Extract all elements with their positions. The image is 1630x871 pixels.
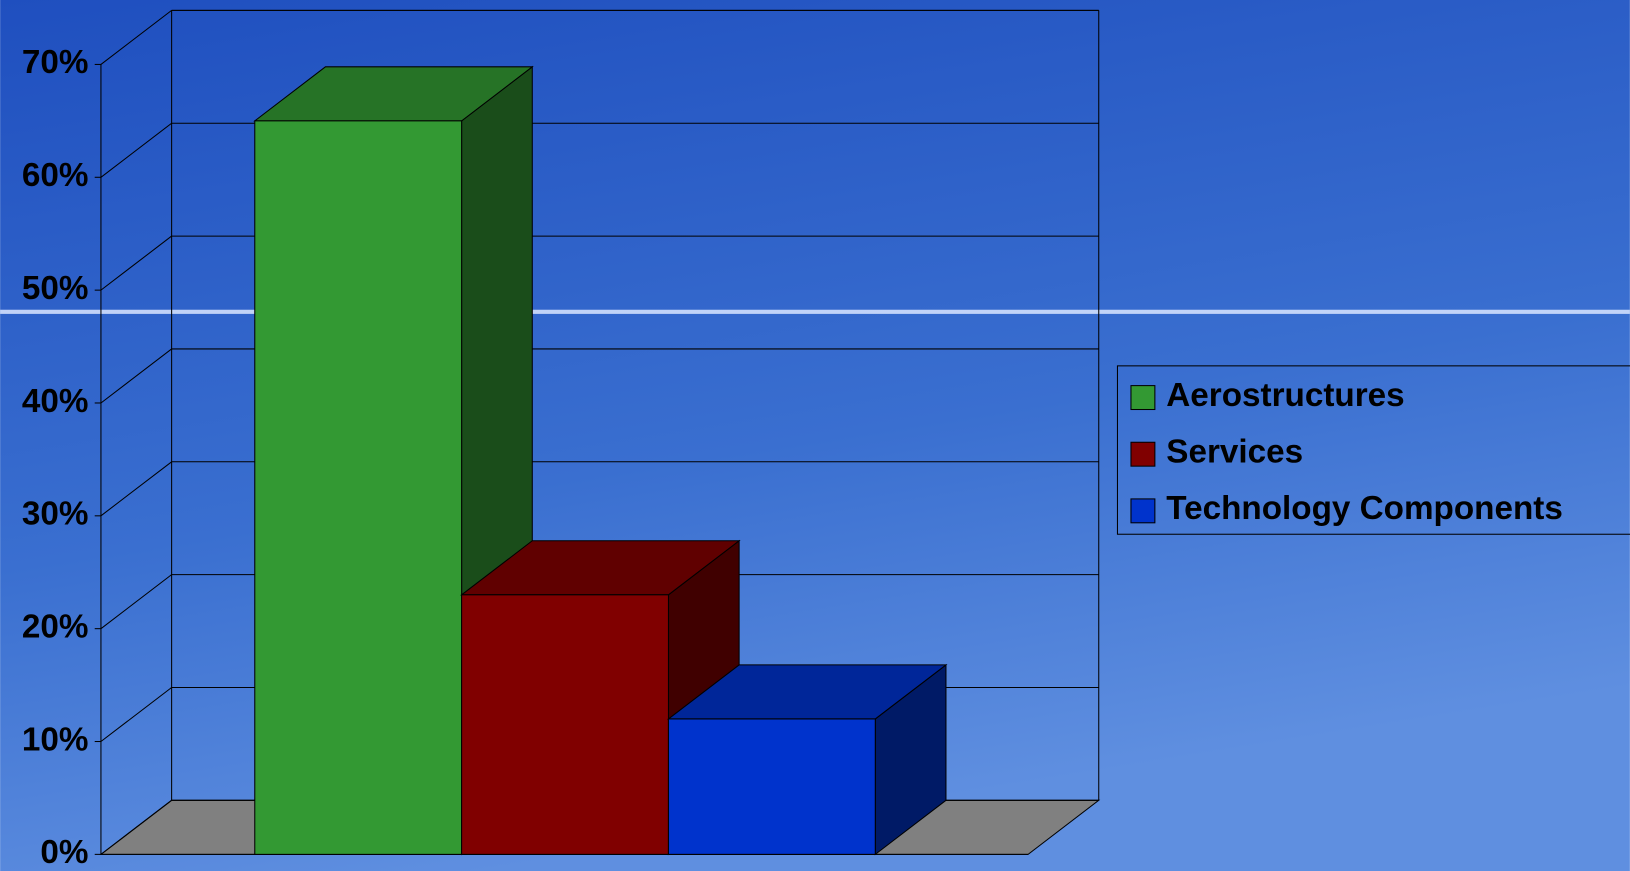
- grid-line: [100, 461, 172, 517]
- grid-line: [100, 122, 172, 178]
- y-tick-label: 0%: [40, 834, 88, 871]
- bar: [667, 718, 876, 855]
- legend-swatch: [1130, 385, 1156, 411]
- legend-label: Services: [1166, 433, 1303, 470]
- grid-line: [100, 574, 172, 630]
- grid-line: [100, 687, 172, 742]
- legend-label: Technology Components: [1166, 490, 1563, 527]
- grid-line: [100, 348, 172, 404]
- legend-swatch: [1130, 441, 1156, 467]
- legend-label: Aerostructures: [1166, 377, 1404, 414]
- y-tick-label: 50%: [22, 270, 89, 307]
- bar: [461, 594, 669, 855]
- decor-line: [0, 309, 1630, 314]
- bar: [254, 120, 463, 855]
- y-tick-label: 40%: [22, 383, 89, 420]
- grid-line: [100, 799, 172, 855]
- y-tick-label: 20%: [22, 608, 89, 645]
- legend-box: [1116, 365, 1630, 535]
- y-tick-label: 30%: [22, 496, 89, 533]
- y-tick-label: 60%: [22, 157, 89, 194]
- grid-line: [100, 9, 172, 65]
- y-tick-label: 10%: [22, 721, 89, 758]
- y-tick-label: 70%: [22, 44, 89, 81]
- legend-swatch: [1130, 498, 1156, 524]
- grid-line: [100, 235, 172, 291]
